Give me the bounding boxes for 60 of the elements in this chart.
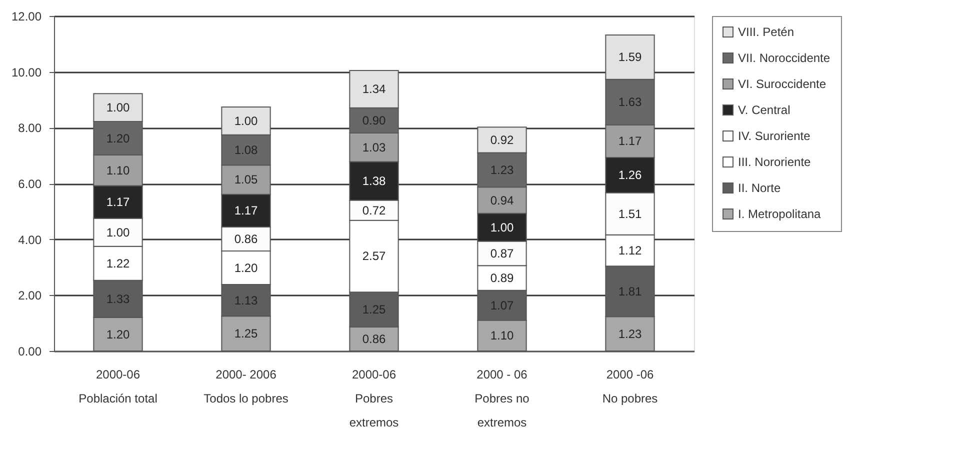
legend-label: VIII. Petén <box>738 25 794 39</box>
data-label: 1.81 <box>618 284 642 298</box>
legend-label: VI. Suroccidente <box>738 77 826 91</box>
legend-label: II. Norte <box>738 181 782 195</box>
data-label: 2.57 <box>362 249 386 264</box>
y-tick-label: 8.00 <box>18 121 42 136</box>
data-label: 0.92 <box>490 132 514 147</box>
data-label: 1.13 <box>234 293 258 308</box>
data-label: 1.20 <box>106 131 130 146</box>
data-label: 1.34 <box>362 82 386 96</box>
x-tick-label: 2000 -06 No pobres <box>602 368 658 406</box>
data-label: 1.00 <box>490 220 514 234</box>
data-label: 1.23 <box>490 162 514 177</box>
data-label: 0.87 <box>490 246 514 260</box>
y-tick-label: 10.00 <box>11 65 42 80</box>
legend-label: VII. Noroccidente <box>738 51 830 65</box>
data-label: 0.86 <box>362 332 386 346</box>
data-label: 0.89 <box>490 271 514 285</box>
data-label: 1.23 <box>618 326 642 341</box>
x-tick-label: 2000- 2006 Todos lo pobres <box>204 368 288 406</box>
x-tick-label: 2000 - 06 Pobres no extremos <box>474 368 530 430</box>
data-label: 1.17 <box>234 204 258 218</box>
data-label: 1.08 <box>234 143 258 157</box>
legend-label: IV. Suroriente <box>738 129 811 143</box>
data-label: 1.00 <box>234 114 258 128</box>
y-tick-label: 12.00 <box>11 10 42 24</box>
data-label: 1.03 <box>362 140 386 154</box>
legend-label: I. Metropolitana <box>738 207 822 221</box>
data-label: 1.10 <box>490 328 514 343</box>
data-label: 1.26 <box>618 168 642 182</box>
data-label: 1.10 <box>106 163 130 178</box>
data-label: 1.51 <box>618 206 642 221</box>
x-tick-label: 2000-06 Pobres extremos <box>349 368 399 430</box>
data-label: 1.00 <box>106 100 130 115</box>
data-label: 1.33 <box>106 292 130 306</box>
data-label: 1.22 <box>106 256 130 270</box>
data-label: 0.94 <box>490 193 514 208</box>
y-tick-label: 2.00 <box>18 288 42 303</box>
data-label: 1.25 <box>234 326 258 341</box>
data-label: 1.63 <box>618 95 642 110</box>
data-label: 1.05 <box>234 172 258 187</box>
data-label: 1.25 <box>362 302 386 317</box>
y-tick-label: 6.00 <box>18 177 42 191</box>
data-label: 1.12 <box>618 244 642 258</box>
data-label: 0.72 <box>362 203 386 218</box>
data-label: 1.59 <box>618 50 642 64</box>
legend-label: III. Nororiente <box>738 155 812 169</box>
data-label: 1.38 <box>362 174 386 188</box>
data-label: 1.17 <box>618 134 642 148</box>
y-tick-label: 0.00 <box>18 344 42 358</box>
data-label: 0.86 <box>234 232 258 246</box>
x-tick-label: 2000-06 Población total <box>78 368 158 406</box>
data-label: 1.00 <box>106 225 130 240</box>
data-label: 1.07 <box>490 298 514 312</box>
data-label: 1.20 <box>234 260 258 275</box>
legend-label: V. Central <box>738 103 790 117</box>
data-label: 0.90 <box>362 113 386 128</box>
data-label: 1.20 <box>106 327 130 342</box>
data-label: 1.17 <box>106 195 130 210</box>
y-tick-label: 4.00 <box>18 232 42 247</box>
